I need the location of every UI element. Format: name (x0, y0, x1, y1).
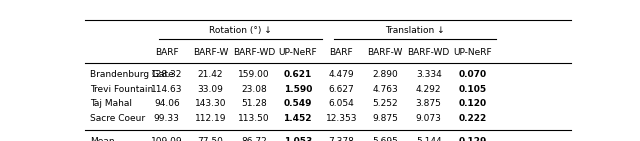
Text: 3.334: 3.334 (416, 70, 442, 79)
Text: 5.695: 5.695 (372, 137, 398, 141)
Text: 86.72: 86.72 (241, 137, 267, 141)
Text: 109.09: 109.09 (151, 137, 182, 141)
Text: 159.00: 159.00 (238, 70, 270, 79)
Text: 114.63: 114.63 (151, 85, 182, 94)
Text: 4.763: 4.763 (372, 85, 398, 94)
Text: 77.50: 77.50 (198, 137, 223, 141)
Text: 21.42: 21.42 (198, 70, 223, 79)
Text: 4.479: 4.479 (328, 70, 354, 79)
Text: Rotation (°) ↓: Rotation (°) ↓ (209, 26, 272, 35)
Text: 0.120: 0.120 (458, 99, 486, 108)
Text: Sacre Coeur: Sacre Coeur (90, 114, 145, 123)
Text: Translation ↓: Translation ↓ (385, 26, 445, 35)
Text: UP-NeRF: UP-NeRF (453, 48, 492, 57)
Text: 1.053: 1.053 (284, 137, 312, 141)
Text: 0.070: 0.070 (458, 70, 486, 79)
Text: 33.09: 33.09 (198, 85, 223, 94)
Text: 12.353: 12.353 (326, 114, 357, 123)
Text: BARF-W: BARF-W (367, 48, 403, 57)
Text: 5.252: 5.252 (372, 99, 398, 108)
Text: 0.621: 0.621 (284, 70, 312, 79)
Text: 6.054: 6.054 (328, 99, 355, 108)
Text: 94.06: 94.06 (154, 99, 180, 108)
Text: 1.452: 1.452 (284, 114, 312, 123)
Text: 23.08: 23.08 (241, 85, 267, 94)
Text: BARF-WD: BARF-WD (233, 48, 275, 57)
Text: 143.30: 143.30 (195, 99, 226, 108)
Text: 7.378: 7.378 (328, 137, 355, 141)
Text: 2.890: 2.890 (372, 70, 398, 79)
Text: UP-NeRF: UP-NeRF (278, 48, 317, 57)
Text: 99.33: 99.33 (154, 114, 180, 123)
Text: 0.222: 0.222 (458, 114, 486, 123)
Text: 112.19: 112.19 (195, 114, 226, 123)
Text: 9.875: 9.875 (372, 114, 398, 123)
Text: 113.50: 113.50 (238, 114, 270, 123)
Text: BARF: BARF (155, 48, 179, 57)
Text: 0.105: 0.105 (458, 85, 486, 94)
Text: Taj Mahal: Taj Mahal (90, 99, 132, 108)
Text: BARF: BARF (330, 48, 353, 57)
Text: 4.292: 4.292 (416, 85, 442, 94)
Text: 0.129: 0.129 (458, 137, 486, 141)
Text: Brandenburg Gate: Brandenburg Gate (90, 70, 173, 79)
Text: 5.144: 5.144 (416, 137, 442, 141)
Text: Mean: Mean (90, 137, 115, 141)
Text: 128.32: 128.32 (151, 70, 182, 79)
Text: 1.590: 1.590 (284, 85, 312, 94)
Text: BARF-W: BARF-W (193, 48, 228, 57)
Text: 3.875: 3.875 (416, 99, 442, 108)
Text: 6.627: 6.627 (328, 85, 355, 94)
Text: Trevi Fountain: Trevi Fountain (90, 85, 153, 94)
Text: 51.28: 51.28 (241, 99, 267, 108)
Text: BARF-WD: BARF-WD (408, 48, 450, 57)
Text: 0.549: 0.549 (284, 99, 312, 108)
Text: 9.073: 9.073 (416, 114, 442, 123)
